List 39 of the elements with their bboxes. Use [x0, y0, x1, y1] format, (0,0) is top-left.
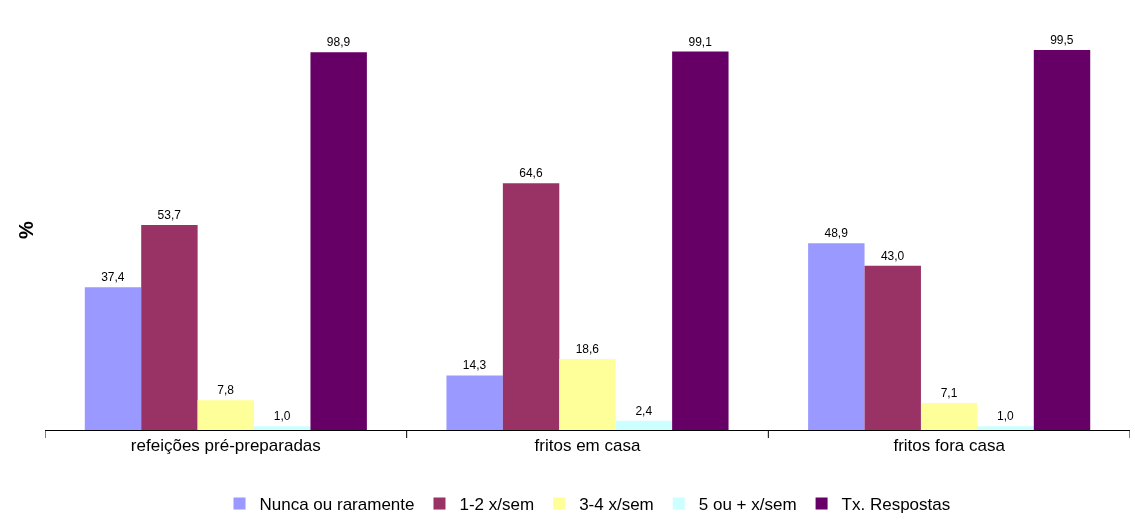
x-tick-label: fritos em casa [534, 436, 641, 456]
bar [446, 375, 503, 430]
data-label: 14,3 [462, 358, 487, 373]
bar [672, 51, 729, 430]
legend-label: 3-4 x/sem [579, 495, 654, 515]
x-tick-label: refeições pré-preparadas [130, 436, 321, 456]
data-label: 18,6 [575, 341, 600, 356]
bar [197, 400, 255, 430]
bar [1033, 50, 1091, 430]
y-axis-title: % [14, 220, 37, 239]
data-label: 64,6 [519, 166, 543, 181]
data-label: 43,0 [880, 248, 905, 263]
bar [977, 426, 1034, 430]
bar [141, 224, 198, 430]
bar [808, 243, 865, 430]
data-label: 99,1 [688, 34, 713, 49]
bar [920, 402, 978, 430]
data-label: 1,0 [273, 409, 291, 424]
data-label: 7,1 [940, 385, 958, 400]
bar [310, 52, 367, 430]
bar [254, 426, 311, 430]
data-label: 98,9 [326, 35, 351, 50]
data-label: 7,8 [217, 383, 235, 398]
x-tick-label: fritos fora casa [893, 436, 1006, 456]
data-label: 1,0 [997, 409, 1015, 424]
data-label: 53,7 [157, 207, 182, 222]
bar [84, 287, 142, 430]
bar [615, 420, 673, 430]
data-label: 99,5 [1050, 33, 1074, 47]
bar [559, 358, 616, 430]
data-label: 37,4 [101, 270, 125, 285]
legend-label: 1-2 x/sem [459, 495, 535, 515]
data-label: 48,9 [824, 226, 849, 241]
data-label: 2,4 [635, 403, 653, 418]
bar [502, 183, 560, 430]
legend-label: 5 ou + x/sem [698, 495, 797, 515]
bar [864, 265, 921, 430]
legend-label: Nunca ou raramente [259, 495, 415, 515]
legend-label: Tx. Respostas [841, 495, 951, 515]
